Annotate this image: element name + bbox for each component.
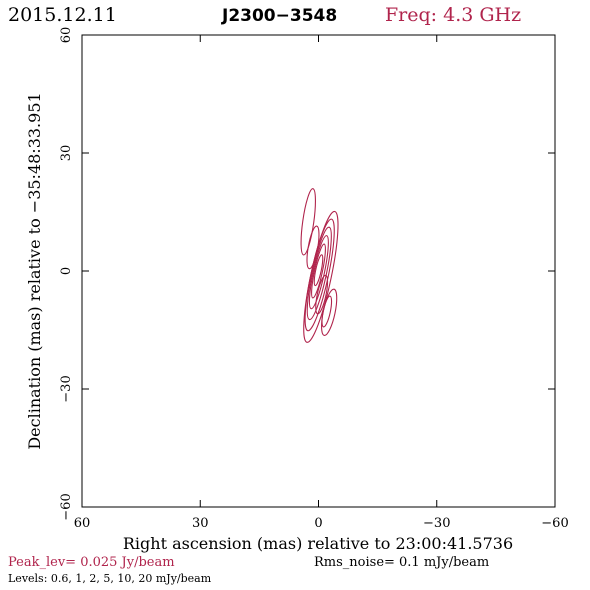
axis-ticks bbox=[81, 34, 556, 508]
contour-levels: Levels: 0.6, 1, 2, 5, 10, 20 mJy/beam bbox=[8, 572, 212, 585]
y-axis-label: Declination (mas) relative to −35:48:33.… bbox=[25, 92, 44, 449]
y-tick-labels: −60 −30 0 30 60 bbox=[59, 27, 74, 521]
peak-level: Peak_lev= 0.025 Jy/beam bbox=[8, 555, 175, 570]
x-tick-label: −60 bbox=[541, 516, 568, 531]
contour-line bbox=[321, 295, 333, 328]
contour-line bbox=[306, 226, 332, 321]
y-tick-label: 0 bbox=[59, 267, 74, 275]
x-tick-label: 30 bbox=[192, 516, 209, 531]
contour-group bbox=[300, 188, 339, 343]
x-tick-label: 60 bbox=[74, 516, 91, 531]
contour-line bbox=[306, 225, 320, 270]
x-tick-label: 0 bbox=[314, 516, 322, 531]
y-tick-label: −30 bbox=[59, 375, 74, 402]
source-name: J2300−3548 bbox=[221, 6, 337, 26]
contour-line bbox=[313, 254, 324, 287]
contour-line bbox=[315, 274, 329, 315]
contour-line bbox=[300, 188, 316, 256]
y-tick-label: 30 bbox=[59, 145, 74, 162]
y-tick-label: −60 bbox=[59, 493, 74, 520]
rms-noise: Rms_noise= 0.1 mJy/beam bbox=[314, 555, 489, 570]
date-label: 2015.12.11 bbox=[8, 4, 117, 26]
y-tick-label: 60 bbox=[59, 27, 74, 44]
contour-line bbox=[304, 218, 335, 332]
x-tick-label: −30 bbox=[423, 516, 450, 531]
contour-line bbox=[308, 235, 329, 310]
x-axis-label: Right ascension (mas) relative to 23:00:… bbox=[123, 534, 513, 553]
contour-line bbox=[311, 243, 326, 299]
x-tick-labels: 60 30 0 −30 −60 bbox=[74, 516, 569, 531]
frequency-label: Freq: 4.3 GHz bbox=[385, 4, 521, 26]
plot-frame bbox=[81, 34, 556, 508]
